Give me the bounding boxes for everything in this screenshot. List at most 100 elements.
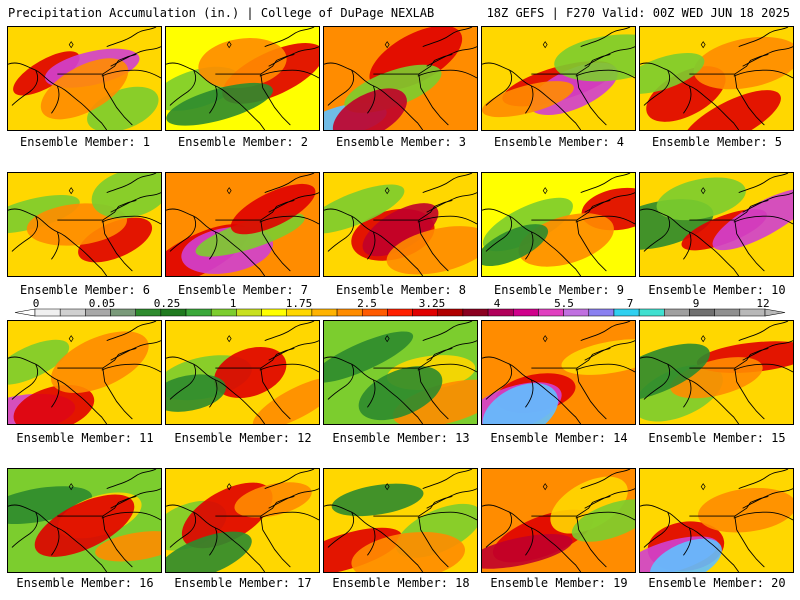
colorbar-tick: 0 — [32, 297, 40, 310]
precip-contour — [166, 374, 226, 412]
colorbar-tick: 1 — [229, 297, 237, 310]
ensemble-member-label: Ensemble Member: 16 — [16, 576, 154, 590]
state-border — [531, 496, 611, 568]
colorbar-bin — [412, 308, 439, 317]
coastline — [324, 321, 477, 424]
precip-contour — [252, 377, 319, 424]
coastline — [8, 173, 161, 276]
coastline — [640, 469, 793, 572]
ensemble-member-label: Ensemble Member: 15 — [648, 431, 786, 445]
precip-field — [324, 173, 477, 276]
state-border — [215, 496, 295, 568]
state-border — [57, 54, 137, 126]
city-marker-icon — [384, 483, 390, 491]
colorbar-bin — [387, 308, 413, 317]
precip-contour — [230, 183, 316, 235]
precip-contour — [40, 58, 129, 120]
colorbar-tick: 12 — [756, 297, 770, 310]
precip-field — [324, 27, 477, 130]
coastline — [324, 27, 477, 130]
precip-contour — [34, 494, 135, 557]
colorbar-bin — [236, 308, 262, 317]
city-marker-icon — [226, 41, 232, 49]
coastline — [640, 27, 793, 130]
ensemble-member-map — [7, 172, 162, 277]
state-border — [689, 200, 769, 272]
precip-contour — [640, 343, 710, 402]
coastline — [324, 469, 477, 572]
precip-contour — [482, 81, 574, 118]
coastline — [8, 27, 161, 130]
colorbar-bin — [110, 308, 136, 317]
precip-field — [166, 27, 319, 130]
precip-contour — [693, 36, 793, 90]
precip-field — [8, 173, 161, 276]
state-border — [373, 496, 453, 568]
state-border — [531, 200, 611, 272]
state-border — [215, 200, 295, 272]
ensemble-member-map — [7, 468, 162, 573]
precip-contour — [331, 483, 424, 517]
precip-field — [8, 469, 161, 572]
ensemble-member-map — [165, 468, 320, 573]
precip-contour — [571, 499, 635, 542]
precip-contour — [91, 173, 161, 219]
precip-contour — [95, 531, 161, 562]
colorbar-bin — [613, 308, 640, 317]
colorbar-tick: 1.75 — [285, 297, 313, 310]
precip-contour — [682, 90, 781, 130]
colorbar-tick: 9 — [692, 297, 700, 310]
colorbar-bin — [210, 308, 237, 317]
precip-contour — [482, 534, 573, 569]
coastline — [166, 321, 319, 424]
precip-field — [640, 27, 793, 130]
precip-contour — [78, 217, 153, 263]
precip-field — [166, 469, 319, 572]
city-marker-icon — [226, 187, 232, 195]
city-marker-icon — [542, 187, 548, 195]
ensemble-member-label: Ensemble Member: 5 — [651, 135, 783, 149]
coastline — [8, 321, 161, 424]
colorbar-bin — [59, 308, 86, 317]
colorbar-tick: 0.25 — [153, 297, 181, 310]
city-marker-icon — [68, 187, 74, 195]
city-marker-icon — [384, 187, 390, 195]
precip-field — [8, 27, 161, 130]
precip-field — [8, 321, 161, 424]
colorbar-bin — [689, 308, 715, 317]
city-marker-icon — [226, 335, 232, 343]
chart-title: Precipitation Accumulation (in.) | Colle… — [8, 6, 435, 20]
precip-contour — [234, 482, 312, 518]
coastline — [166, 27, 319, 130]
precip-field — [482, 173, 635, 276]
state-border — [689, 496, 769, 568]
precip-contour — [324, 331, 414, 383]
ensemble-member-label: Ensemble Member: 13 — [332, 431, 470, 445]
precip-contour — [214, 346, 287, 399]
coastline — [640, 173, 793, 276]
ensemble-member-label: Ensemble Member: 18 — [332, 576, 470, 590]
model-run-info: 18Z GEFS | F270 Valid: 00Z WED JUN 18 20… — [486, 6, 790, 20]
precip-contour — [166, 82, 273, 126]
colorbar-tick: 5.5 — [554, 297, 574, 310]
coastline — [166, 173, 319, 276]
city-marker-icon — [384, 41, 390, 49]
ensemble-member-label: Ensemble Member: 12 — [174, 431, 312, 445]
precip-contour — [656, 177, 746, 221]
precip-contour — [392, 379, 477, 424]
ensemble-member-map — [323, 468, 478, 573]
ensemble-member-label: Ensemble Member: 9 — [493, 283, 625, 297]
colorbar-min-arrow — [14, 308, 36, 317]
state-border — [531, 348, 611, 420]
ensemble-member-map — [7, 26, 162, 131]
state-border — [57, 496, 137, 568]
ensemble-member-label: Ensemble Member: 19 — [490, 576, 628, 590]
city-marker-icon — [68, 335, 74, 343]
precip-field — [324, 321, 477, 424]
city-marker-icon — [226, 483, 232, 491]
ensemble-member-label: Ensemble Member: 8 — [335, 283, 467, 297]
state-border — [57, 348, 137, 420]
city-marker-icon — [542, 41, 548, 49]
ensemble-member-map — [323, 320, 478, 425]
precip-field — [166, 321, 319, 424]
